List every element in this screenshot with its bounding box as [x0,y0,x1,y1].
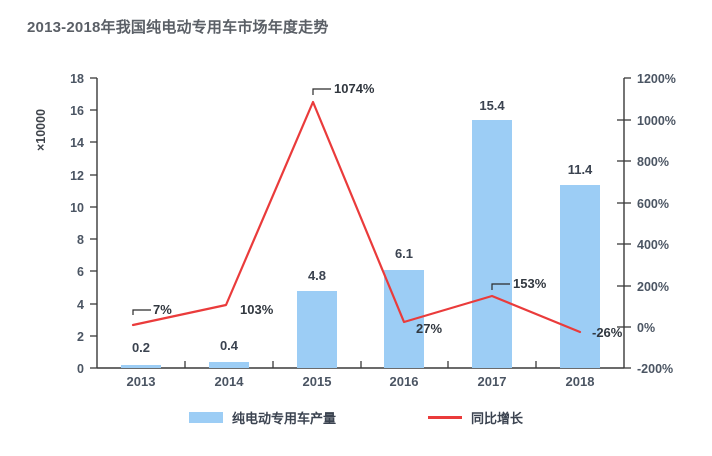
left-axis-tick-8: 8 [77,233,84,247]
left-axis-unit-label: ×10000 [34,109,48,151]
left-axis-tick-12: 12 [70,169,84,183]
legend-item-production[interactable]: 纯电动专用车产量 [188,408,336,427]
leader-2015 [312,88,331,95]
bar-value-2015: 4.8 [308,268,326,283]
right-axis-tick-800: 800% [637,155,669,169]
line-value-2014: 103% [240,302,274,317]
growth-line-path[interactable] [131,100,582,334]
chart-plot-area: 18 16 14 12 10 8 6 4 2 0 ×10000 1200% 10… [34,72,676,389]
left-axis-tick-6: 6 [77,265,84,279]
category-label-2014: 2014 [215,374,245,389]
right-axis-tick-200: 200% [637,280,669,294]
leader-2017 [491,283,510,290]
bar-value-2017: 15.4 [479,98,505,113]
chart-legend: 纯电动专用车产量 同比增长 [0,408,712,427]
right-axis-tick-1000: 1000% [637,114,676,128]
right-value-axis: 1200% 1000% 800% 600% 400% 200% 0% -200% [617,72,676,376]
left-axis-tick-4: 4 [77,298,84,312]
category-label-2018: 2018 [566,374,595,389]
category-label-2015: 2015 [303,374,332,389]
line-value-2018: -26% [592,325,623,340]
category-label-2017: 2017 [478,374,507,389]
category-label-2016: 2016 [390,374,419,389]
bar-swatch-icon [188,412,223,423]
category-axis: 2013 2014 2015 2016 2017 2018 [97,361,624,389]
legend-item-growth[interactable]: 同比增长 [428,408,523,427]
line-value-2013: 7% [153,302,172,317]
bar-value-2018: 11.4 [568,162,593,177]
line-value-2016: 27% [416,321,442,336]
left-axis-tick-14: 14 [70,136,84,150]
left-axis-tick-16: 16 [70,104,84,118]
left-axis-tick-18: 18 [70,72,84,86]
line-value-2017: 153% [513,276,547,291]
left-value-axis: 18 16 14 12 10 8 6 4 2 0 ×10000 [34,72,98,376]
bar-2017[interactable] [472,120,512,368]
bar-value-2016: 6.1 [395,246,413,261]
bar-value-2014: 0.4 [220,338,239,353]
left-axis-tick-2: 2 [77,330,84,344]
right-axis-tick-600: 600% [637,197,669,211]
legend-label-production: 纯电动专用车产量 [231,411,336,426]
right-axis-tick-neg200: -200% [637,362,673,376]
right-axis-tick-0: 0% [637,321,655,335]
bar-series-production: 0.2 0.4 4.8 6.1 15.4 11.4 [121,98,600,368]
bar-value-2013: 0.2 [132,340,150,355]
leader-2013 [132,309,151,315]
category-label-2013: 2013 [127,374,156,389]
chart-title: 2013-2018年我国纯电动专用车市场年度走势 [27,19,329,36]
left-axis-tick-10: 10 [70,201,84,215]
left-axis-tick-0: 0 [77,362,84,376]
line-swatch-icon [428,416,462,419]
line-series-growth: 7% 103% 1074% 27% 153% -26% [131,81,623,340]
line-value-2015: 1074% [334,81,375,96]
bar-2014[interactable] [209,362,249,368]
bar-2013[interactable] [121,365,161,368]
right-axis-tick-400: 400% [637,238,669,252]
right-axis-tick-1200: 1200% [637,72,676,86]
bar-2015[interactable] [297,291,337,368]
legend-label-growth: 同比增长 [471,411,524,426]
bar-2018[interactable] [560,185,600,368]
